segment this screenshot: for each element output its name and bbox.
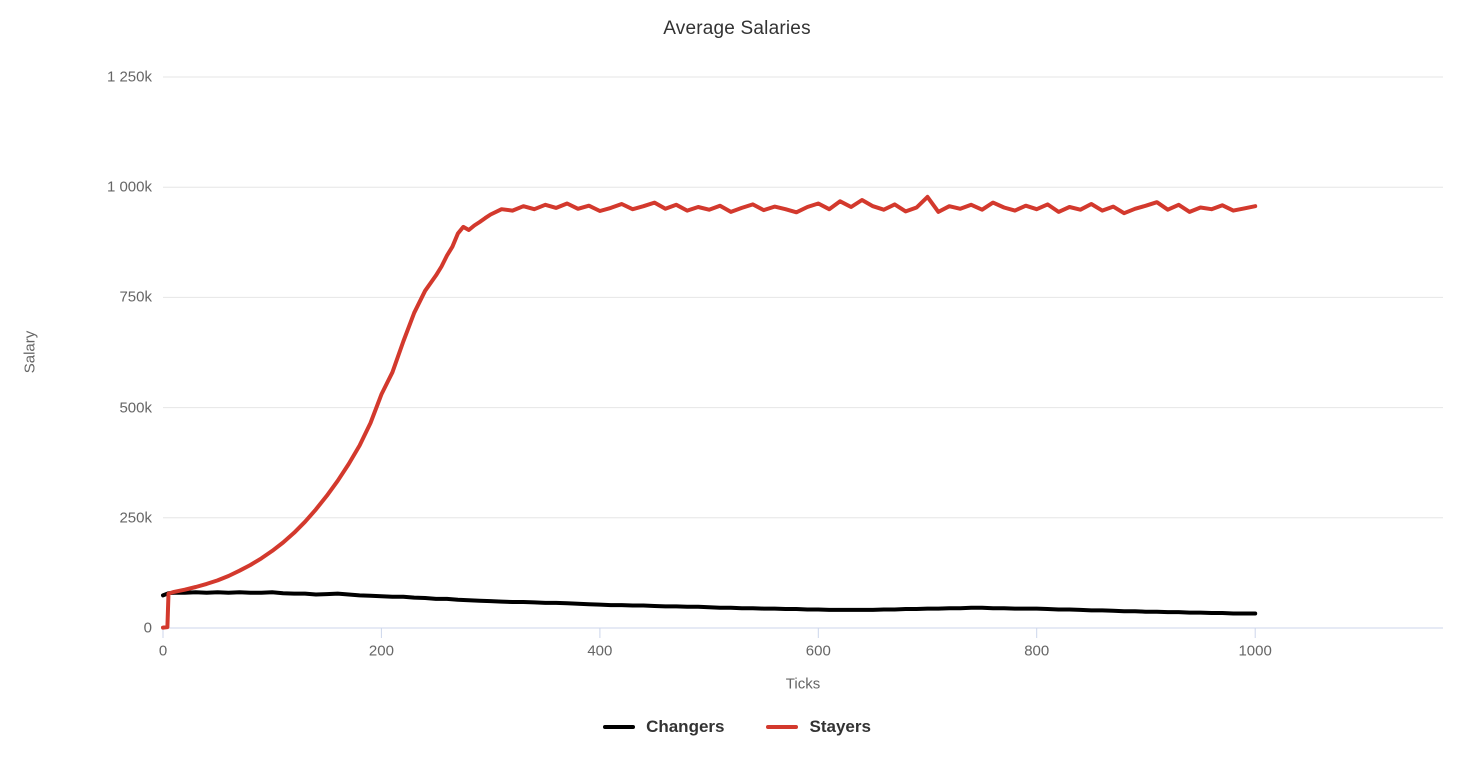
y-axis-tick-label: 1 000k	[106, 178, 152, 196]
x-axis-tick-label: 1000	[1238, 642, 1272, 660]
changers-line-swatch	[603, 725, 636, 729]
y-axis-tick-label: 0	[143, 619, 152, 637]
legend-item-stayers[interactable]: Stayers	[766, 717, 871, 737]
series-line-stayers	[161, 194, 1258, 630]
x-axis-tick-label: 0	[158, 642, 168, 660]
legend: Changers Stayers	[0, 717, 1474, 737]
x-axis-tick-label: 200	[368, 642, 394, 660]
y-axis-tick-label: 250k	[119, 509, 152, 527]
x-axis-tick-label: 800	[1024, 642, 1050, 660]
series-lines	[161, 194, 1258, 630]
stayers-line-swatch	[766, 725, 799, 729]
y-axis-tick-label: 500k	[119, 399, 152, 417]
legend-label-stayers: Stayers	[809, 717, 871, 736]
axis-lines	[162, 627, 1443, 638]
x-axis-tick-label: 400	[587, 642, 613, 660]
x-axis-title: Ticks	[785, 675, 821, 693]
legend-label-changers: Changers	[646, 717, 725, 736]
x-axis-tick-label: 600	[805, 642, 831, 660]
chart-title: Average Salaries	[663, 18, 811, 39]
legend-item-changers[interactable]: Changers	[603, 717, 724, 737]
series-line-changers	[161, 590, 1258, 616]
y-axis-tick-label: 1 250k	[106, 68, 152, 86]
y-axis-tick-label: 750k	[119, 288, 152, 306]
gridlines	[163, 76, 1443, 519]
